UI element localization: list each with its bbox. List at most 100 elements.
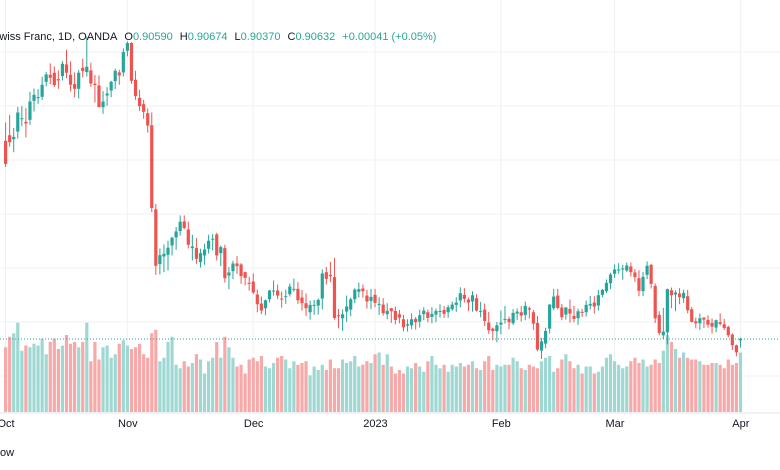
volume-bar bbox=[64, 335, 69, 412]
volume-bar bbox=[568, 361, 572, 412]
candle-body bbox=[369, 296, 373, 301]
volume-bar bbox=[207, 361, 211, 412]
volume-bar bbox=[507, 364, 511, 412]
candle-body bbox=[710, 322, 714, 327]
candle-body bbox=[263, 300, 268, 309]
candle-body bbox=[336, 315, 341, 317]
candle-body bbox=[405, 324, 410, 326]
volume-bar bbox=[446, 371, 450, 412]
candle-body bbox=[661, 331, 665, 336]
volume-bar bbox=[129, 349, 134, 412]
candle-body bbox=[621, 268, 625, 270]
volume-bar bbox=[584, 366, 588, 412]
volume-bar bbox=[686, 357, 690, 412]
candle-body bbox=[726, 326, 730, 336]
candle-body bbox=[645, 265, 649, 275]
volume-bar bbox=[101, 347, 105, 412]
candle-body bbox=[243, 272, 247, 278]
volume-bar bbox=[125, 345, 129, 412]
volume-bar bbox=[202, 373, 207, 412]
volume-bar bbox=[255, 361, 259, 412]
candle-body bbox=[219, 247, 223, 254]
candle-body bbox=[211, 238, 215, 240]
volume-bar bbox=[625, 366, 629, 412]
candle-body bbox=[162, 253, 166, 257]
candle-body bbox=[332, 277, 337, 318]
volume-bar bbox=[548, 356, 552, 412]
candle-body bbox=[280, 298, 284, 300]
candle-body bbox=[734, 345, 738, 353]
candle-body bbox=[576, 311, 580, 319]
volume-bar bbox=[328, 359, 332, 412]
candle-body bbox=[255, 294, 259, 305]
volume-bar bbox=[357, 366, 361, 412]
candle-body bbox=[653, 285, 657, 319]
volume-bar bbox=[345, 363, 349, 412]
volume-bar bbox=[40, 338, 44, 412]
volume-bar bbox=[665, 335, 669, 412]
candle-body bbox=[105, 93, 109, 96]
candle-body bbox=[316, 299, 320, 306]
volume-bar bbox=[288, 368, 292, 412]
volume-bar bbox=[300, 363, 304, 412]
open-value: O0.90590 bbox=[124, 31, 172, 43]
volume-bar bbox=[726, 359, 730, 412]
volume-bar bbox=[722, 368, 726, 412]
candle-body bbox=[702, 317, 706, 320]
candle-body bbox=[686, 296, 690, 311]
volume-bar bbox=[166, 342, 170, 412]
candle-body bbox=[560, 307, 564, 318]
candle-body bbox=[215, 234, 219, 256]
candle-body bbox=[491, 328, 495, 331]
volume-bar bbox=[97, 359, 101, 412]
candle-body bbox=[101, 101, 105, 108]
volume-bar bbox=[381, 364, 385, 412]
volume-bar bbox=[154, 329, 158, 412]
candle-body bbox=[608, 274, 613, 284]
candle-body bbox=[300, 297, 304, 304]
volume-bar bbox=[588, 366, 592, 412]
candle-body bbox=[28, 101, 32, 120]
x-tick-label: Nov bbox=[118, 418, 138, 430]
volume-bar bbox=[535, 368, 540, 412]
candle-body bbox=[381, 304, 385, 314]
candle-body bbox=[239, 264, 243, 277]
low-value: L0.90370 bbox=[235, 31, 281, 43]
candle-body bbox=[539, 341, 544, 351]
volume-bar bbox=[77, 347, 81, 412]
volume-bar bbox=[259, 356, 263, 412]
volume-bar bbox=[267, 368, 272, 412]
candle-body bbox=[170, 237, 174, 246]
volume-bar bbox=[608, 354, 613, 412]
volume-bar bbox=[653, 359, 657, 412]
volume-bar bbox=[353, 356, 357, 412]
candle-body bbox=[292, 288, 296, 290]
candle-body bbox=[414, 318, 418, 323]
volume-bar bbox=[617, 364, 621, 412]
volume-bar bbox=[247, 359, 251, 412]
volume-bar bbox=[73, 342, 77, 412]
volume-bar bbox=[661, 350, 665, 412]
candle-body bbox=[434, 310, 438, 315]
candle-body bbox=[401, 319, 406, 328]
volume-bar bbox=[133, 347, 138, 412]
volume-bar bbox=[32, 343, 36, 412]
candle-body bbox=[682, 292, 686, 299]
volume-bar bbox=[434, 364, 438, 412]
volume-bar bbox=[580, 373, 584, 412]
volume-bar bbox=[718, 364, 722, 412]
volume-bar bbox=[284, 359, 288, 412]
candle-body bbox=[458, 293, 462, 301]
candle-body bbox=[438, 310, 442, 312]
candle-body bbox=[474, 298, 479, 311]
volume-bar bbox=[430, 356, 434, 412]
candle-body bbox=[288, 286, 292, 295]
volume-bar bbox=[706, 364, 710, 412]
x-tick-label: Apr bbox=[732, 418, 749, 430]
candle-body bbox=[24, 121, 28, 124]
candle-body bbox=[495, 325, 499, 332]
candle-body bbox=[470, 295, 475, 302]
candle-body bbox=[377, 303, 381, 305]
volume-bar bbox=[613, 361, 617, 412]
